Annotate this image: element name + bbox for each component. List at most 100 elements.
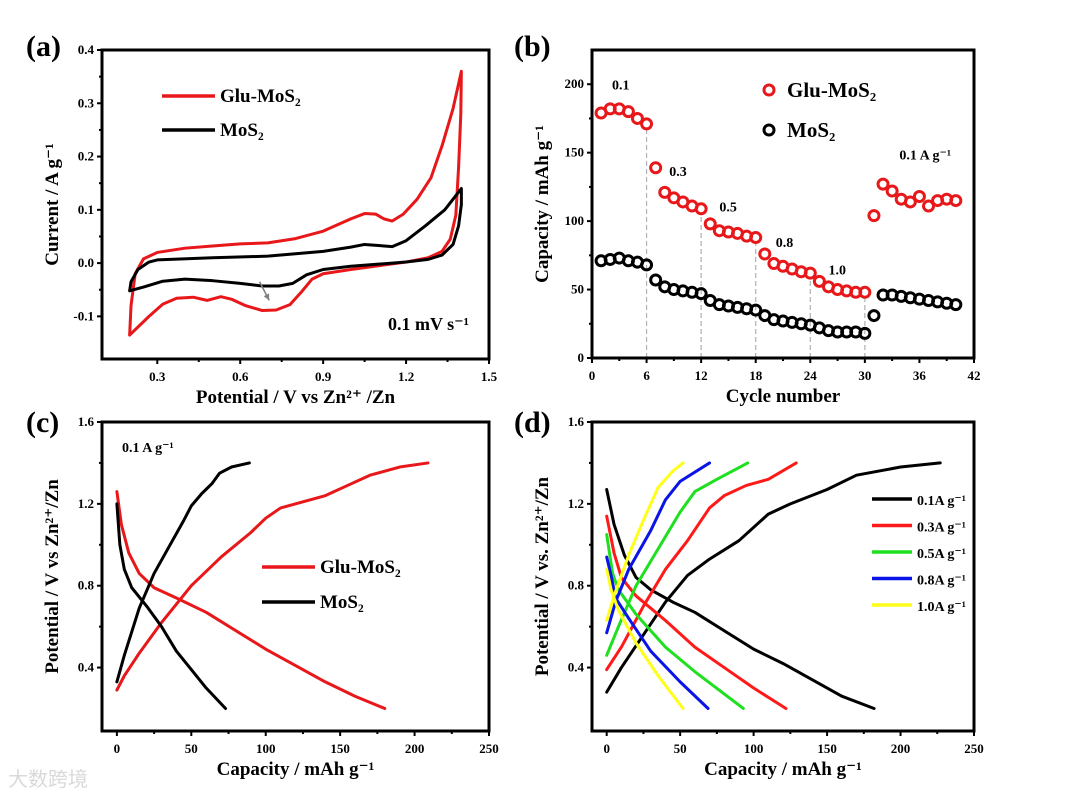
y-tick-label: 0.3 <box>78 95 95 110</box>
legend-item: 0.3A g⁻¹ <box>872 521 966 536</box>
annotation: 0.8 <box>776 236 794 251</box>
x-axis-title: Potential / V vs Zn²⁺ /Zn <box>196 387 396 408</box>
x-tick-label: 1.2 <box>398 369 414 384</box>
annotation: 0.5 <box>719 201 737 216</box>
legend-label: 1.0A g⁻¹ <box>917 600 966 615</box>
data-point <box>803 266 817 280</box>
x-axis-title: Capacity / mAh g⁻¹ <box>704 759 862 780</box>
series-0 <box>115 461 430 710</box>
x-tick-label: 6 <box>643 368 650 383</box>
series-line <box>605 488 876 710</box>
chart-panel-d: (d) 0 50 100 150 200 250 0.4 0.8 1.2 1.6 Capacity /… <box>514 406 984 780</box>
legend-marker <box>762 83 776 97</box>
x-tick-label: 1.5 <box>481 369 498 384</box>
series-line <box>605 533 745 710</box>
data-point <box>949 298 963 312</box>
legend-item: Glu-MoS₂ <box>262 557 401 578</box>
series-0 <box>128 69 463 337</box>
x-axis-title: Capacity / mAh g⁻¹ <box>217 759 375 780</box>
y-tick-label: 0.1 <box>78 202 94 217</box>
x-tick-label: 36 <box>913 368 927 383</box>
panel-label: (d) <box>514 406 551 439</box>
series-line <box>605 461 750 657</box>
panel-label: (b) <box>514 30 551 63</box>
legend-label: Glu-MoS₂ <box>787 78 876 102</box>
legend-item: 1.0A g⁻¹ <box>872 600 966 615</box>
legend-label: 0.8A g⁻¹ <box>917 574 966 589</box>
y-tick-label: 1.6 <box>78 414 95 429</box>
plot-area <box>594 102 963 358</box>
series-line <box>115 461 430 692</box>
y-axis-title: Current / A g⁻¹ <box>42 143 63 266</box>
data-point <box>912 189 926 203</box>
x-tick-label: 0.6 <box>232 369 249 384</box>
data-point <box>694 287 708 301</box>
x-tick-label: 12 <box>695 368 708 383</box>
series-line <box>115 502 228 710</box>
x-tick-label: 200 <box>405 741 425 756</box>
arrow-head-icon <box>263 293 270 301</box>
data-point <box>858 285 872 299</box>
x-tick-label: 150 <box>817 741 837 756</box>
legend-label: 0.5A g⁻¹ <box>917 547 966 562</box>
data-point <box>749 231 763 245</box>
data-point <box>658 185 672 199</box>
data-point <box>640 258 654 272</box>
y-tick-label: 0.0 <box>78 255 94 270</box>
y-tick-label: 0.4 <box>78 660 95 675</box>
data-point <box>922 199 936 213</box>
legend-item: Glu-MoS₂ <box>762 78 876 102</box>
series-line <box>128 69 463 337</box>
x-tick-label: 200 <box>891 741 911 756</box>
plot-frame <box>590 420 976 733</box>
annotation: 0.1 A g⁻¹ <box>122 441 174 456</box>
watermark: 大数跨境 <box>8 767 88 791</box>
legend-item: MoS₂ <box>762 118 835 142</box>
data-point <box>812 274 826 288</box>
data-point <box>885 184 899 198</box>
series-line <box>605 555 710 710</box>
data-point <box>903 195 917 209</box>
data-point <box>749 303 763 317</box>
series-line <box>115 461 251 684</box>
y-axis-title: Potential / V vs Zn²⁺/Zn <box>42 479 63 674</box>
legend-item: 0.5A g⁻¹ <box>872 547 966 562</box>
series-0 <box>605 461 942 710</box>
annotation: 1.0 <box>828 263 846 278</box>
data-point <box>703 217 717 231</box>
series-line <box>605 514 788 710</box>
data-point <box>949 194 963 208</box>
series-1 <box>594 251 963 340</box>
y-tick-label: 0.4 <box>568 660 585 675</box>
plot-frame <box>100 420 491 733</box>
panel-label: (a) <box>26 30 61 63</box>
y-tick-label: 1.6 <box>568 414 585 429</box>
x-tick-label: 0 <box>589 368 596 383</box>
data-point <box>649 161 663 175</box>
x-tick-label: 50 <box>185 741 198 756</box>
x-tick-label: 24 <box>804 368 818 383</box>
series-line <box>605 461 942 694</box>
data-point <box>858 326 872 340</box>
data-point <box>640 117 654 131</box>
legend-item: 0.8A g⁻¹ <box>872 574 966 589</box>
x-tick-label: 0.9 <box>315 369 332 384</box>
data-point <box>649 273 663 287</box>
data-point <box>621 105 635 119</box>
data-point <box>867 209 881 223</box>
series-line <box>115 490 387 710</box>
plot-area <box>128 69 463 337</box>
annotation: 0.3 <box>669 165 687 180</box>
data-point <box>694 202 708 216</box>
plot-frame <box>590 48 976 360</box>
y-tick-label: -0.1 <box>73 308 94 323</box>
annotation: 0.1 A g⁻¹ <box>899 149 951 164</box>
y-axis-title: Capacity / mAh g⁻¹ <box>532 125 553 283</box>
plot-area <box>605 461 942 710</box>
series-line <box>605 567 685 710</box>
legend-label: Glu-MoS₂ <box>320 557 401 578</box>
series-1 <box>128 187 463 293</box>
legend-marker <box>762 123 776 137</box>
y-tick-label: 0.8 <box>78 578 95 593</box>
